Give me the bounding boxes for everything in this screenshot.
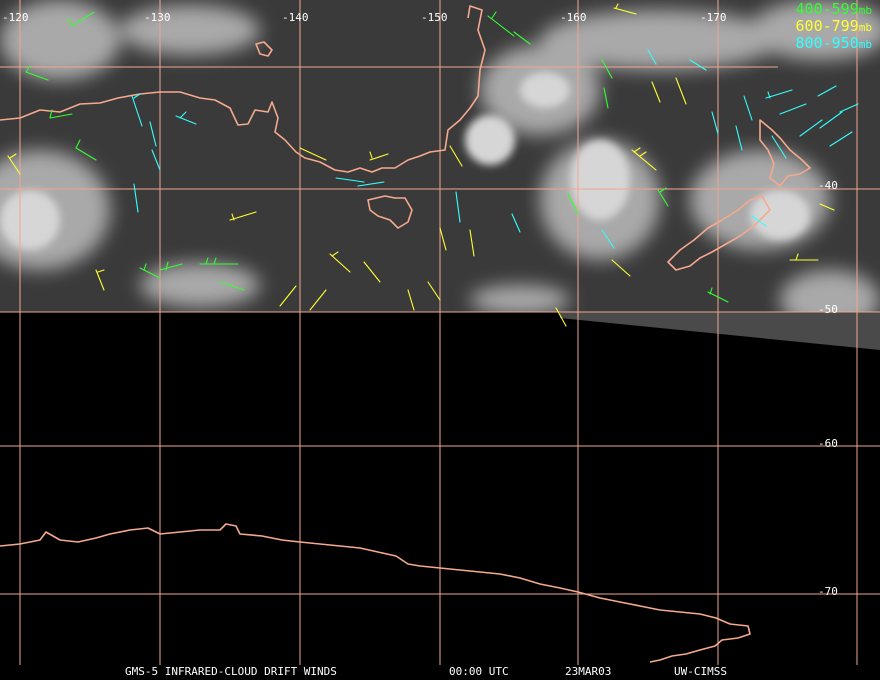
wind-barb bbox=[159, 261, 183, 271]
wind-barb bbox=[513, 31, 531, 45]
wind-barb bbox=[735, 125, 743, 151]
wind-barb bbox=[647, 49, 657, 65]
coastlines bbox=[0, 5, 811, 663]
wind-barb bbox=[449, 145, 463, 167]
footer-source: UW-CIMSS bbox=[674, 665, 727, 678]
wind-barb bbox=[133, 183, 139, 213]
wind-barb bbox=[613, 3, 637, 15]
wind-barb bbox=[151, 149, 161, 171]
wind-barbs bbox=[7, 3, 859, 327]
tasmania-coast bbox=[367, 195, 413, 229]
new-zealand-south bbox=[667, 195, 771, 271]
wind-barb bbox=[67, 11, 95, 27]
wind-barb bbox=[779, 103, 807, 115]
wind-barb bbox=[765, 89, 793, 99]
wind-barb bbox=[819, 203, 835, 211]
wind-barb bbox=[427, 281, 441, 301]
wind-barb bbox=[789, 253, 819, 261]
wind-barb bbox=[299, 147, 327, 161]
wind-barb bbox=[229, 211, 257, 221]
legend-400-599: 400-599mb bbox=[795, 0, 872, 18]
lat-label: -70 bbox=[818, 585, 838, 598]
lat-label: -60 bbox=[818, 437, 838, 450]
wind-barb bbox=[743, 95, 753, 121]
wind-barb bbox=[149, 121, 157, 147]
wind-barb bbox=[751, 215, 767, 227]
wind-barb bbox=[799, 119, 823, 137]
lon-label: -170 bbox=[700, 11, 727, 24]
wind-barb bbox=[335, 177, 365, 183]
wind-barb bbox=[611, 259, 631, 277]
wind-barb bbox=[219, 281, 245, 291]
australia-coast bbox=[0, 5, 486, 173]
lat-label: -40 bbox=[818, 179, 838, 192]
wind-barb bbox=[439, 227, 447, 251]
wind-barb bbox=[511, 213, 521, 233]
wind-barb bbox=[357, 181, 385, 187]
wind-barb bbox=[363, 261, 381, 283]
small-island bbox=[255, 41, 273, 57]
wind-barb bbox=[369, 151, 389, 161]
wind-barb bbox=[455, 191, 461, 223]
wind-barb bbox=[309, 289, 327, 311]
wind-barb bbox=[689, 59, 707, 71]
wind-barb bbox=[469, 229, 475, 257]
wind-barb bbox=[631, 147, 657, 171]
lon-label: -130 bbox=[144, 11, 171, 24]
wind-barb bbox=[49, 109, 73, 119]
wind-barb bbox=[603, 87, 609, 109]
wind-barb bbox=[567, 193, 579, 215]
wind-barb bbox=[675, 77, 687, 105]
lat-label: -50 bbox=[818, 303, 838, 316]
footer-date: 23MAR03 bbox=[565, 665, 612, 678]
wind-barb bbox=[601, 59, 613, 79]
wind-barb bbox=[707, 287, 729, 303]
lon-label: -120 bbox=[2, 11, 29, 24]
wind-barb bbox=[651, 81, 661, 103]
wind-barb bbox=[407, 289, 415, 311]
wind-barb bbox=[817, 85, 837, 97]
footer-time: 00:00 UTC bbox=[449, 665, 509, 678]
wind-barb bbox=[711, 111, 719, 135]
wind-barb bbox=[25, 65, 49, 81]
wind-barb bbox=[199, 257, 239, 265]
wind-barb bbox=[279, 285, 297, 307]
wind-barb bbox=[819, 111, 843, 129]
wind-barb bbox=[601, 229, 615, 249]
legend-600-799: 600-799mb bbox=[795, 17, 872, 35]
footer-product: GMS-5 INFRARED-CLOUD DRIFT WINDS bbox=[125, 665, 337, 678]
wind-barb bbox=[139, 263, 161, 279]
wind-barb bbox=[555, 307, 567, 327]
wind-barb bbox=[487, 11, 515, 37]
new-zealand-north bbox=[759, 119, 811, 187]
lon-label: -150 bbox=[421, 11, 448, 24]
legend-800-950: 800-950mb bbox=[795, 34, 872, 52]
wind-barb bbox=[175, 111, 197, 125]
graticule bbox=[0, 0, 880, 665]
wind-barb bbox=[657, 187, 669, 207]
wind-barb bbox=[839, 103, 859, 113]
wind-barb bbox=[329, 251, 351, 273]
lon-label: -160 bbox=[560, 11, 587, 24]
wind-barb bbox=[7, 153, 21, 175]
wind-barb bbox=[829, 131, 853, 147]
wind-barb bbox=[131, 93, 143, 127]
wind-barb bbox=[75, 139, 97, 161]
wind-barb bbox=[771, 135, 787, 159]
antarctica-coast bbox=[0, 523, 751, 663]
wind-barb bbox=[95, 269, 105, 291]
lon-label: -140 bbox=[282, 11, 309, 24]
